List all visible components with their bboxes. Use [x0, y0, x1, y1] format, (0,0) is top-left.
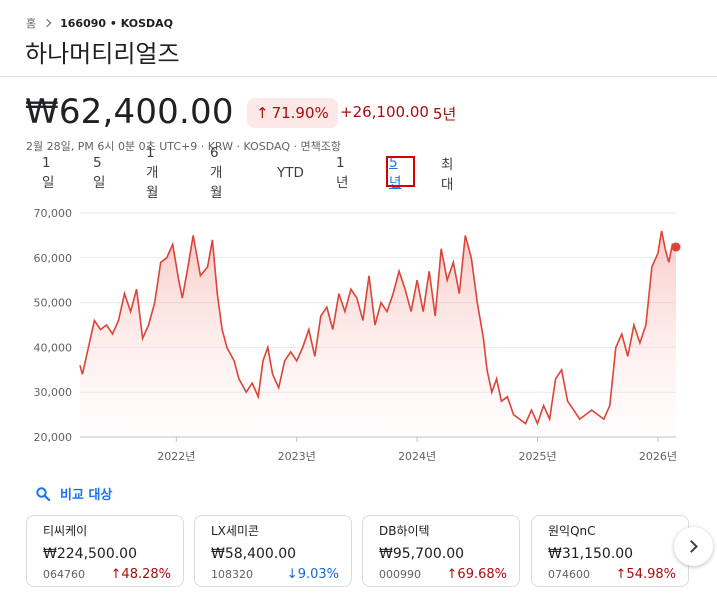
change-percent-badge: ↑ 71.90% [247, 98, 338, 128]
chart-y-axis: 70,000 60,000 50,000 40,000 30,000 20,000 [34, 207, 73, 444]
chevron-right-icon [42, 18, 52, 28]
chart-x-tick-label: 2024년 [398, 450, 436, 463]
breadcrumb-ticker: 166090 • KOSDAQ [60, 16, 174, 30]
chart-y-tick-label: 50,000 [34, 297, 73, 310]
current-price: ₩62,400.00 [25, 92, 234, 132]
arrow-up-icon: ↑ [256, 104, 269, 122]
change-percent-value: 71.90% [271, 104, 329, 122]
compare-card-change: ↑54.98% [616, 567, 676, 582]
company-name: 하나머티리얼즈 [25, 40, 180, 68]
compare-card-name: 원익QnC [548, 524, 596, 538]
chevron-right-icon [685, 540, 698, 553]
chart-series-line [79, 230, 677, 426]
compare-card-code: 000990 [379, 568, 421, 581]
compare-card-name: 티씨케이 [43, 524, 88, 538]
compare-card-lx-semicon[interactable]: LX세미콘 ₩58,400.00 108320 ↓9.03% [194, 515, 352, 587]
range-tab-max[interactable]: 최대 [441, 157, 454, 193]
range-tab-1y[interactable]: 1년 [336, 155, 349, 191]
compare-card-wonik-qnc[interactable]: 원익QnC ₩31,150.00 074600 ↑54.98% [531, 515, 689, 587]
change-absolute-value: +26,100.00 [340, 103, 429, 121]
chart-y-tick-label: 60,000 [34, 252, 73, 265]
price-chart[interactable]: 70,000 60,000 50,000 40,000 30,000 20,000 202… [0, 198, 717, 470]
range-tab-5y[interactable]: 5년 [389, 155, 402, 191]
arrow-up-icon: ↑ [446, 567, 458, 582]
compare-section-title[interactable]: 비교 대상 [36, 484, 112, 503]
chart-x-tick-label: 2025년 [518, 450, 556, 463]
active-range-highlight [386, 156, 415, 187]
header-divider [0, 76, 717, 77]
compare-card-price: ₩224,500.00 [43, 546, 138, 562]
chart-x-axis: 2022년 2023년 2024년 2025년 2026년 [157, 437, 677, 463]
compare-card-price: ₩95,700.00 [379, 546, 465, 562]
compare-card-tck[interactable]: 티씨케이 ₩224,500.00 064760 ↑48.28% [26, 515, 184, 587]
compare-card-name: LX세미콘 [211, 524, 260, 538]
range-tab-6m[interactable]: 6개월 [210, 145, 223, 201]
chart-x-tick-label: 2026년 [639, 450, 677, 463]
compare-card-change: ↑48.28% [111, 567, 171, 582]
compare-next-button[interactable] [674, 527, 713, 566]
compare-card-price: ₩31,150.00 [548, 546, 634, 562]
chart-y-tick-label: 70,000 [34, 207, 73, 220]
compare-card-change-value: 54.98% [626, 567, 676, 582]
change-absolute: +26,100.00 5년 [340, 103, 456, 124]
compare-card-name: DB하이텍 [379, 524, 430, 538]
compare-card-change: ↓9.03% [287, 567, 339, 582]
compare-card-code: 064760 [43, 568, 85, 581]
compare-card-code: 108320 [211, 568, 253, 581]
compare-card-change-value: 48.28% [121, 567, 171, 582]
search-icon [36, 486, 50, 501]
arrow-up-icon: ↑ [110, 567, 122, 582]
chart-y-tick-label: 20,000 [34, 431, 73, 444]
chart-area [80, 230, 676, 437]
compare-card-change-value: 9.03% [297, 567, 339, 582]
quote-meta: 2월 28일, PM 6시 0분 0초 UTC+9 · KRW · KOSDAQ… [26, 140, 341, 153]
range-tab-5d[interactable]: 5일 [93, 155, 106, 191]
range-tab-ytd[interactable]: YTD [277, 165, 304, 181]
compare-card-change-value: 69.68% [457, 567, 507, 582]
range-tab-1d[interactable]: 1일 [42, 155, 55, 191]
compare-card-code: 074600 [548, 568, 590, 581]
chart-last-point [671, 242, 681, 252]
chart-y-tick-label: 30,000 [34, 386, 73, 399]
chart-y-tick-label: 40,000 [34, 341, 73, 354]
compare-card-db-hitek[interactable]: DB하이텍 ₩95,700.00 000990 ↑69.68% [362, 515, 520, 587]
chart-x-tick-label: 2022년 [157, 450, 195, 463]
compare-card-change: ↑69.68% [447, 567, 507, 582]
compare-card-price: ₩58,400.00 [211, 546, 297, 562]
breadcrumb-home-link[interactable]: 홈 [26, 17, 37, 30]
compare-title-label: 비교 대상 [60, 488, 113, 503]
arrow-down-icon: ↓ [286, 567, 298, 582]
breadcrumb: 홈 166090 • KOSDAQ [26, 15, 173, 31]
arrow-up-icon: ↑ [615, 567, 627, 582]
range-tab-1m[interactable]: 1개월 [146, 145, 159, 201]
chart-x-tick-label: 2023년 [278, 450, 316, 463]
change-period: 5년 [432, 105, 457, 123]
